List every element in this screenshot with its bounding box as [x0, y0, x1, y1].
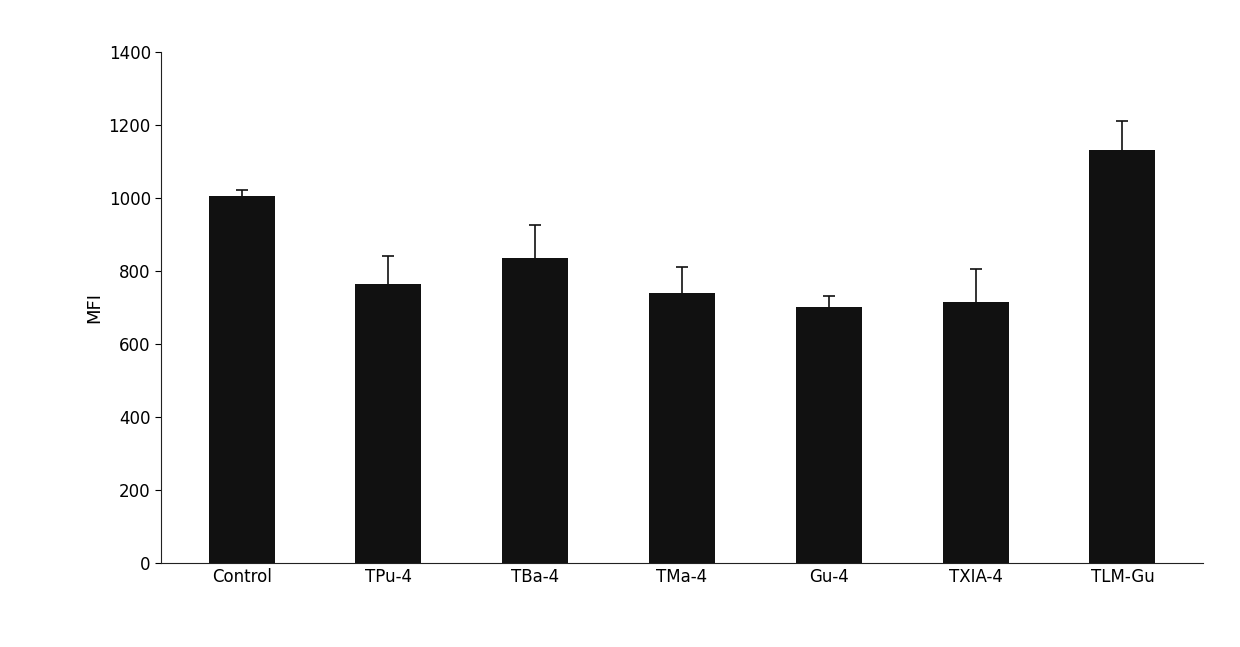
- Bar: [1090, 150, 1156, 563]
- Bar: [942, 302, 1008, 563]
- Bar: [649, 292, 715, 563]
- Bar: [796, 307, 862, 563]
- Bar: [208, 196, 274, 563]
- Bar: [356, 283, 422, 563]
- Bar: [502, 258, 568, 563]
- Y-axis label: MFI: MFI: [86, 292, 103, 323]
